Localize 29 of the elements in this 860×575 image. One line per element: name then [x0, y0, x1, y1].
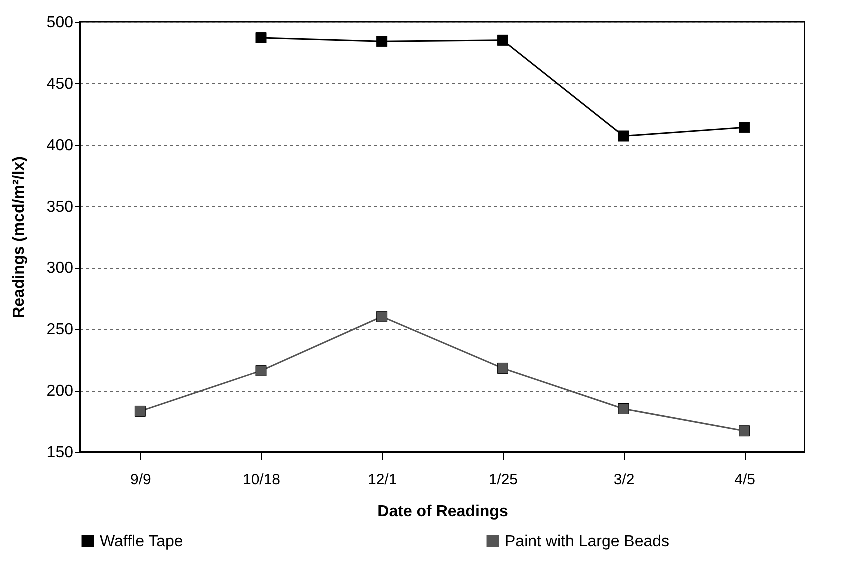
y-tick-label: 350 — [46, 198, 74, 216]
x-tick-label: 1/25 — [488, 472, 518, 488]
x-axis-title: Date of Readings — [378, 504, 508, 520]
y-tick-label: 500 — [46, 14, 74, 32]
y-tick-label: 200 — [46, 383, 74, 400]
x-tick-label: 12/1 — [368, 472, 398, 488]
y-tick-label: 300 — [46, 260, 74, 278]
y-tick-label: 400 — [46, 137, 74, 154]
point — [497, 34, 508, 46]
point — [739, 426, 750, 437]
point — [134, 406, 146, 417]
y-tick-label: 250 — [46, 322, 74, 339]
point — [256, 365, 267, 376]
point — [256, 32, 267, 44]
point — [497, 362, 508, 374]
y-tick-label: 150 — [46, 444, 74, 462]
x-tick-label: 4/5 — [734, 472, 756, 488]
y-tick-label: 450 — [46, 76, 74, 93]
point — [376, 311, 388, 322]
x-tick-label: 3/2 — [614, 472, 635, 488]
legend-label: Paint with Large Beads — [505, 533, 670, 550]
legend-label: Waffle Tape — [100, 533, 184, 550]
point — [376, 36, 388, 48]
x-tick-label: 10/18 — [242, 472, 281, 488]
point — [618, 404, 630, 414]
point — [618, 130, 630, 142]
x-tick-label: 9/9 — [130, 472, 152, 488]
point — [739, 122, 750, 134]
y-axis-title: Readings (mcd/m²/lx) — [10, 156, 28, 318]
